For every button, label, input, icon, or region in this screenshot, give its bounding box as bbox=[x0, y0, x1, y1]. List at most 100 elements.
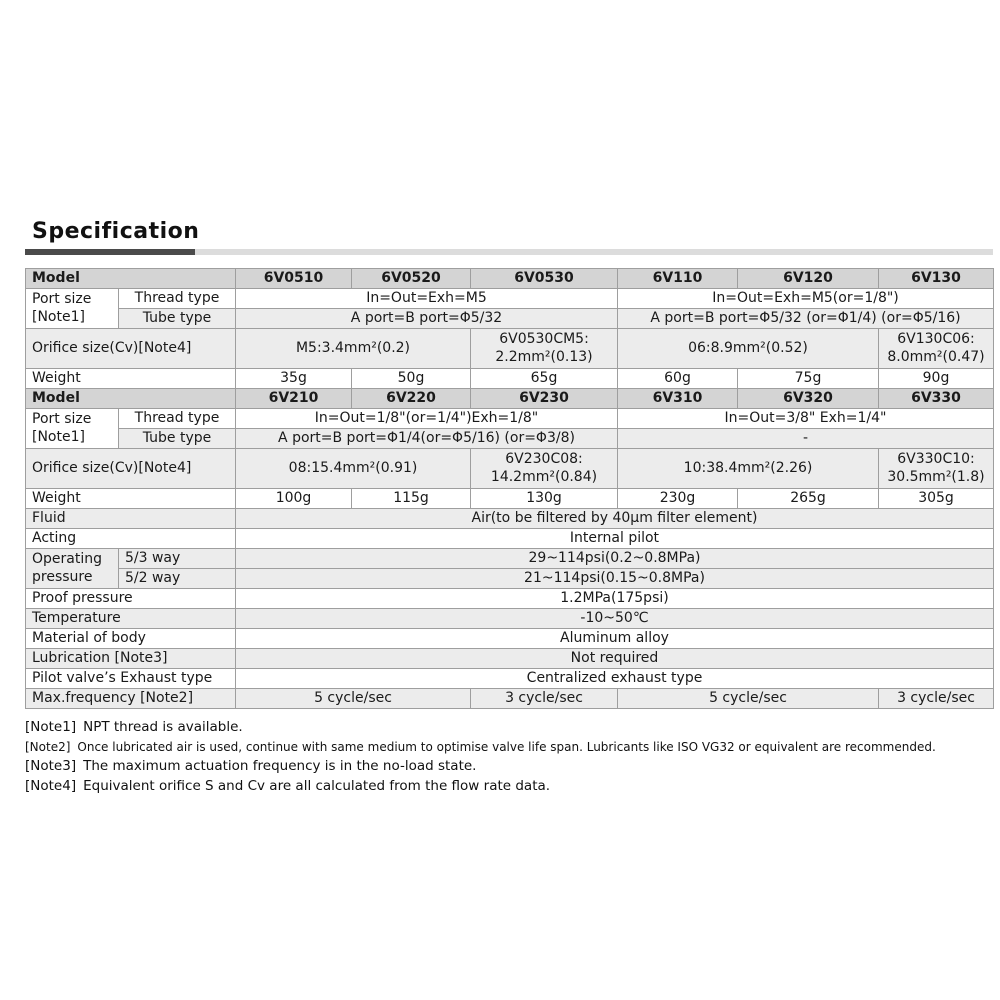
title-underline bbox=[25, 249, 993, 255]
table-row-pilot-exhaust: Pilot valve’s Exhaust type Centralized e… bbox=[25, 668, 994, 689]
orifice-value-1-c12: M5:3.4mm²(0.2) bbox=[235, 328, 471, 369]
lubrication-label: Lubrication [Note3] bbox=[25, 648, 236, 669]
proof-pressure-label: Proof pressure bbox=[25, 588, 236, 609]
lubrication-value: Not required bbox=[235, 648, 994, 669]
table-row-thread-1: Port size [Note1] Thread type In=Out=Exh=… bbox=[25, 288, 994, 329]
tube-type-label-2: Tube type bbox=[118, 428, 236, 449]
weight-6v310: 230g bbox=[617, 488, 738, 509]
acting-label: Acting bbox=[25, 528, 236, 549]
table-row-weight-1: Weight 35g 50g 65g 60g 75g 90g bbox=[25, 368, 994, 389]
title-underline-dark-segment bbox=[25, 249, 195, 255]
port-size-label-2: Port size [Note1] bbox=[25, 408, 119, 449]
tube-value-left-2: A port=B port=Φ1/4(or=Φ5/16) (or=Φ3/8) bbox=[235, 428, 618, 449]
pressure-53-value: 29~114psi(0.2~0.8MPa) bbox=[235, 548, 994, 569]
temperature-label: Temperature bbox=[25, 608, 236, 629]
table-row-thread-2: Port size [Note1] Thread type In=Out=1/8"… bbox=[25, 408, 994, 449]
model-6v0510: 6V0510 bbox=[235, 268, 352, 289]
table-row-fluid: Fluid Air(to be filtered by 40μm filter … bbox=[25, 508, 994, 529]
table-row-pressure-52: 5/2 way 21~114psi(0.15~0.8MPa) bbox=[26, 568, 994, 589]
weight-6v210: 100g bbox=[235, 488, 352, 509]
orifice-value-1-c45: 06:8.9mm²(0.52) bbox=[617, 328, 879, 369]
model-6v130: 6V130 bbox=[878, 268, 994, 289]
specification-table: Model 6V0510 6V0520 6V0530 6V110 6V120 6… bbox=[25, 268, 994, 709]
model-6v110: 6V110 bbox=[617, 268, 738, 289]
orifice-value-2-c45: 10:38.4mm²(2.26) bbox=[617, 448, 879, 489]
temperature-value: -10~50℃ bbox=[235, 608, 994, 629]
material-label: Material of body bbox=[25, 628, 236, 649]
table-row-model-2: Model 6V210 6V220 6V230 6V310 6V320 6V33… bbox=[25, 388, 994, 409]
weight-6v130: 90g bbox=[878, 368, 994, 389]
page-title: Specification bbox=[32, 219, 200, 244]
model-6v0530: 6V0530 bbox=[470, 268, 618, 289]
tube-value-left-1: A port=B port=Φ5/32 bbox=[235, 308, 618, 329]
port-size-label: Port size [Note1] bbox=[25, 288, 119, 329]
note-2: [Note2] Once lubricated air is used, cont… bbox=[25, 739, 936, 754]
weight-6v320: 265g bbox=[737, 488, 879, 509]
orifice-value-2-c6: 6V330C10: 30.5mm²(1.8) bbox=[878, 448, 994, 489]
table-row-max-frequency: Max.frequency [Note2] 5 cycle/sec 3 cycl… bbox=[25, 688, 994, 709]
thread-value-left-1: In=Out=Exh=M5 bbox=[235, 288, 618, 309]
tube-type-label: Tube type bbox=[118, 308, 236, 329]
way-52-label: 5/2 way bbox=[118, 568, 236, 589]
table-row-acting: Acting Internal pilot bbox=[25, 528, 994, 549]
weight-label-2: Weight bbox=[25, 488, 236, 509]
notes-section: [Note1] NPT thread is available. [Note2] O… bbox=[25, 718, 993, 796]
orifice-value-2-c12: 08:15.4mm²(0.91) bbox=[235, 448, 471, 489]
model-6v330: 6V330 bbox=[878, 388, 994, 409]
weight-6v230: 130g bbox=[470, 488, 618, 509]
max-frequency-value-c6: 3 cycle/sec bbox=[878, 688, 994, 709]
pressure-52-value: 21~114psi(0.15~0.8MPa) bbox=[235, 568, 994, 589]
table-row-temperature: Temperature -10~50℃ bbox=[25, 608, 994, 629]
fluid-label: Fluid bbox=[25, 508, 236, 529]
weight-6v0510: 35g bbox=[235, 368, 352, 389]
model-label-2: Model bbox=[25, 388, 236, 409]
model-6v0520: 6V0520 bbox=[351, 268, 471, 289]
thread-type-label-2: Thread type bbox=[118, 408, 236, 429]
spec-sheet-page: Specification Model 6V0510 6V0520 6V0530… bbox=[25, 219, 994, 796]
orifice-label-2: Orifice size(Cv)[Note4] bbox=[25, 448, 236, 489]
max-frequency-value-c12: 5 cycle/sec bbox=[235, 688, 471, 709]
orifice-label: Orifice size(Cv)[Note4] bbox=[25, 328, 236, 369]
tube-value-right-1: A port=B port=Φ5/32 (or=Φ1/4) (or=Φ5/16) bbox=[617, 308, 994, 329]
table-row-lubrication: Lubrication [Note3] Not required bbox=[25, 648, 994, 669]
pilot-exhaust-label: Pilot valve’s Exhaust type bbox=[25, 668, 236, 689]
model-6v210: 6V210 bbox=[235, 388, 352, 409]
table-row-material: Material of body Aluminum alloy bbox=[25, 628, 994, 649]
orifice-value-1-c6: 6V130C06: 8.0mm²(0.47) bbox=[878, 328, 994, 369]
model-6v230: 6V230 bbox=[470, 388, 618, 409]
table-row-pressure-53: Operating pressure 5/3 way 29~114psi(0.2~… bbox=[25, 548, 994, 589]
max-frequency-value-c3: 3 cycle/sec bbox=[470, 688, 618, 709]
table-row-proof-pressure: Proof pressure 1.2MPa(175psi) bbox=[25, 588, 994, 609]
weight-6v120: 75g bbox=[737, 368, 879, 389]
tube-value-right-2: - bbox=[617, 428, 994, 449]
weight-6v0530: 65g bbox=[470, 368, 618, 389]
fluid-value: Air(to be filtered by 40μm filter elemen… bbox=[235, 508, 994, 529]
title-underline-light-segment bbox=[195, 249, 993, 255]
table-row-weight-2: Weight 100g 115g 130g 230g 265g 305g bbox=[25, 488, 994, 509]
pilot-exhaust-value: Centralized exhaust type bbox=[235, 668, 994, 689]
note-1: [Note1] NPT thread is available. bbox=[25, 719, 243, 735]
model-6v320: 6V320 bbox=[737, 388, 879, 409]
acting-value: Internal pilot bbox=[235, 528, 994, 549]
weight-6v330: 305g bbox=[878, 488, 994, 509]
max-frequency-value-c45: 5 cycle/sec bbox=[617, 688, 879, 709]
thread-value-right-2: In=Out=3/8" Exh=1/4" bbox=[617, 408, 994, 429]
weight-label: Weight bbox=[25, 368, 236, 389]
operating-pressure-label: Operating pressure bbox=[25, 548, 119, 589]
weight-6v220: 115g bbox=[351, 488, 471, 509]
max-frequency-label: Max.frequency [Note2] bbox=[25, 688, 236, 709]
thread-value-right-1: In=Out=Exh=M5(or=1/8") bbox=[617, 288, 994, 309]
way-53-label: 5/3 way bbox=[118, 548, 236, 569]
model-label: Model bbox=[25, 268, 236, 289]
weight-6v110: 60g bbox=[617, 368, 738, 389]
proof-pressure-value: 1.2MPa(175psi) bbox=[235, 588, 994, 609]
model-6v310: 6V310 bbox=[617, 388, 738, 409]
table-row-model-1: Model 6V0510 6V0520 6V0530 6V110 6V120 6… bbox=[25, 268, 994, 289]
table-row-orifice-1: Orifice size(Cv)[Note4] M5:3.4mm²(0.2) 6… bbox=[25, 328, 994, 369]
thread-type-label: Thread type bbox=[118, 288, 236, 309]
material-value: Aluminum alloy bbox=[235, 628, 994, 649]
orifice-value-1-c3: 6V0530CM5: 2.2mm²(0.13) bbox=[470, 328, 618, 369]
model-6v120: 6V120 bbox=[737, 268, 879, 289]
weight-6v0520: 50g bbox=[351, 368, 471, 389]
note-3: [Note3] The maximum actuation frequency i… bbox=[25, 758, 477, 774]
